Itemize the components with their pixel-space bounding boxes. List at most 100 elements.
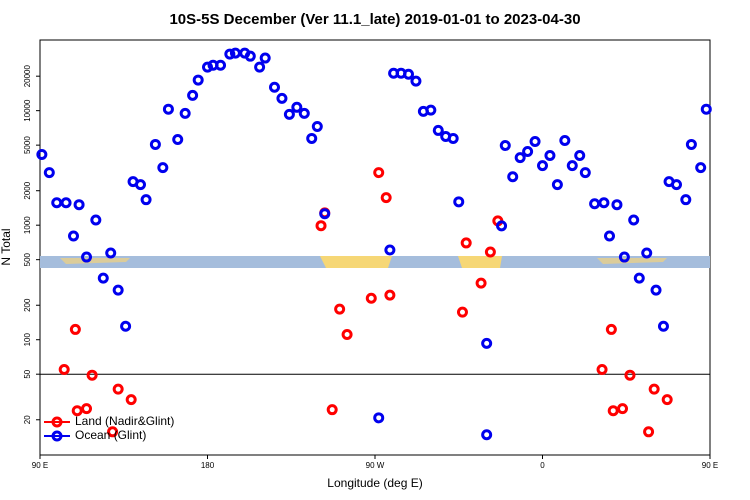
point: [475, 277, 487, 289]
point: [373, 412, 385, 424]
point: [215, 59, 227, 71]
point: [617, 403, 629, 415]
point: [276, 92, 288, 104]
point: [680, 194, 692, 206]
x-tick-label: 90 E: [702, 461, 718, 470]
point: [579, 167, 591, 179]
point: [611, 199, 623, 211]
point: [105, 247, 117, 259]
y-tick-label: 5000: [23, 136, 32, 154]
point: [628, 214, 640, 226]
point: [149, 138, 161, 150]
point: [605, 323, 617, 335]
point: [695, 162, 707, 174]
point: [499, 140, 511, 152]
point: [306, 132, 318, 144]
y-tick-label: 1000: [23, 216, 32, 234]
point: [685, 138, 697, 150]
point: [481, 337, 493, 349]
y-tick-label: 50: [23, 369, 32, 378]
point: [425, 104, 437, 116]
point: [311, 120, 323, 132]
point: [298, 107, 310, 119]
point: [60, 197, 72, 209]
point: [81, 251, 93, 263]
point: [671, 179, 682, 191]
point: [496, 220, 508, 232]
point: [112, 383, 124, 395]
point: [624, 369, 636, 381]
x-tick-label: 0: [540, 461, 545, 470]
point: [648, 383, 660, 395]
point: [97, 272, 109, 284]
point: [254, 61, 266, 73]
point: [650, 284, 662, 296]
point: [618, 251, 630, 263]
point: [607, 405, 619, 417]
point: [544, 149, 556, 161]
point: [319, 208, 331, 220]
point: [643, 426, 655, 438]
point: [112, 284, 124, 296]
point: [365, 292, 377, 304]
point: [598, 197, 610, 209]
point: [432, 124, 444, 136]
point: [71, 405, 83, 417]
point: [58, 363, 70, 375]
point: [224, 48, 236, 60]
x-tick-label: 180: [201, 461, 215, 470]
y-tick-label: 2000: [23, 181, 32, 199]
point: [162, 103, 174, 115]
x-axis-label: Longitude (deg E): [327, 476, 422, 490]
y-tick-label: 20000: [23, 65, 32, 88]
point: [537, 160, 548, 172]
point: [341, 329, 353, 341]
point: [283, 108, 295, 120]
point: [107, 426, 119, 438]
point: [187, 89, 199, 101]
point: [373, 167, 385, 179]
y-tick-label: 10000: [23, 99, 32, 122]
point: [51, 197, 63, 209]
point: [559, 134, 571, 146]
point: [456, 306, 468, 318]
point: [700, 103, 712, 115]
point: [315, 220, 327, 232]
point: [484, 246, 496, 258]
point: [507, 171, 519, 183]
point: [68, 230, 79, 242]
y-tick-label: 200: [23, 298, 32, 312]
point: [86, 369, 98, 381]
point: [460, 237, 472, 249]
point: [551, 179, 563, 191]
point: [157, 162, 169, 174]
legend-label: Land (Nadir&Glint): [75, 414, 174, 428]
point: [596, 363, 608, 375]
point: [135, 179, 146, 191]
point: [447, 132, 459, 144]
point: [120, 320, 132, 332]
y-tick-label: 20: [23, 415, 32, 424]
point: [36, 149, 48, 161]
point: [661, 394, 673, 406]
point: [574, 149, 586, 161]
point: [229, 47, 241, 59]
point: [125, 394, 137, 406]
point: [192, 74, 204, 86]
map-strip: [40, 256, 710, 268]
point: [380, 192, 392, 204]
point: [384, 289, 396, 301]
point: [566, 160, 578, 172]
x-tick-label: 90 W: [366, 461, 385, 470]
point: [641, 247, 653, 259]
point: [334, 303, 346, 315]
point: [43, 167, 55, 179]
point: [522, 145, 534, 157]
x-tick-label: 90 E: [32, 461, 48, 470]
plot-frame: [39, 39, 711, 456]
y-tick-label: 100: [23, 333, 32, 347]
point: [326, 404, 338, 416]
legend-marker: [51, 430, 63, 442]
point: [589, 198, 601, 210]
point: [172, 134, 184, 146]
